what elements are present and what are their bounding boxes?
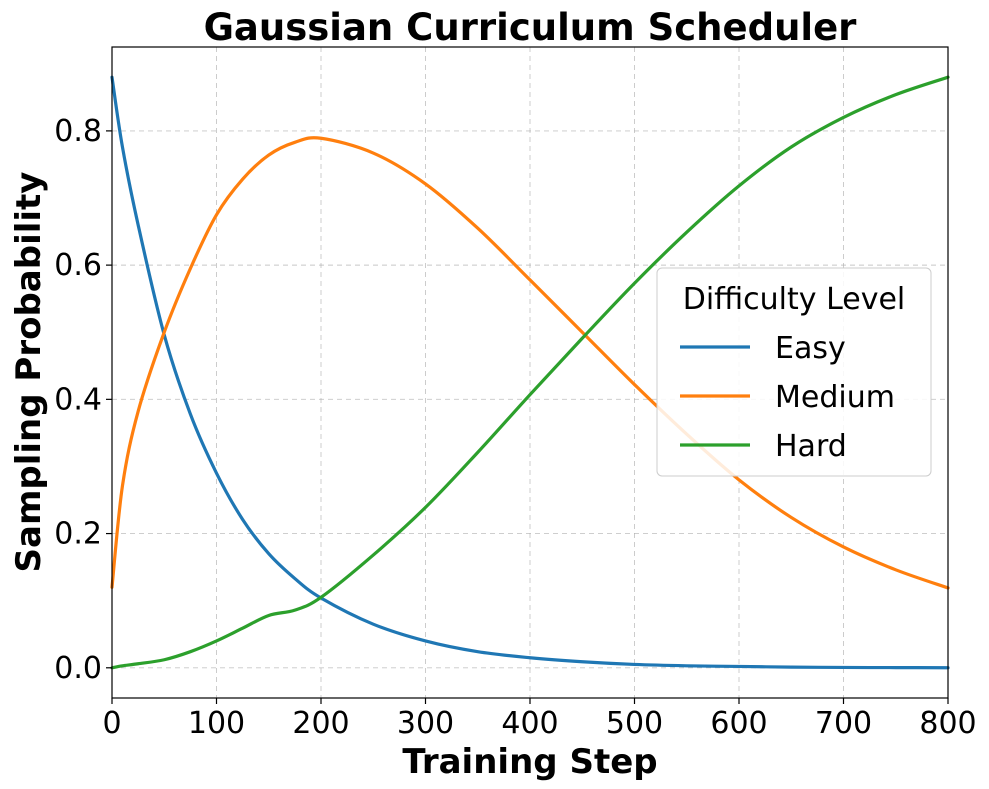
x-axis-label: Training Step: [402, 742, 657, 782]
x-tick-label: 100: [188, 706, 245, 741]
legend: Difficulty Level Easy Medium Hard: [656, 267, 932, 477]
x-tick-label: 0: [102, 706, 121, 741]
y-tick-label: 0.8: [54, 114, 102, 149]
x-tick-label: 600: [710, 706, 767, 741]
legend-label-medium: Medium: [775, 380, 895, 415]
legend-label-easy: Easy: [775, 331, 846, 366]
x-tick-label: 800: [919, 706, 976, 741]
y-tick-label: 0.0: [54, 651, 102, 686]
legend-label-hard: Hard: [775, 429, 847, 464]
legend-box: [656, 267, 932, 477]
x-tick-label: 500: [606, 706, 663, 741]
y-tick-label: 0.4: [54, 382, 102, 417]
ticks: 0 100 200 300 400 500 600 700 800 0.0 0.2 0.4 0.6 0.8: [54, 114, 976, 741]
x-tick-label: 700: [815, 706, 872, 741]
chart-title: Gaussian Curriculum Scheduler: [204, 6, 858, 49]
series-line-hard: [110, 75, 950, 670]
x-tick-label: 400: [501, 706, 558, 741]
y-tick-label: 0.2: [54, 517, 102, 552]
legend-title: Difficulty Level: [683, 282, 906, 317]
x-tick-label: 200: [292, 706, 349, 741]
y-axis-label: Sampling Probability: [9, 172, 49, 573]
y-tick-label: 0.6: [54, 248, 102, 283]
series-line-easy: [110, 75, 950, 670]
x-tick-label: 300: [397, 706, 454, 741]
series-line-medium: [110, 136, 950, 590]
series-group: [110, 75, 950, 670]
